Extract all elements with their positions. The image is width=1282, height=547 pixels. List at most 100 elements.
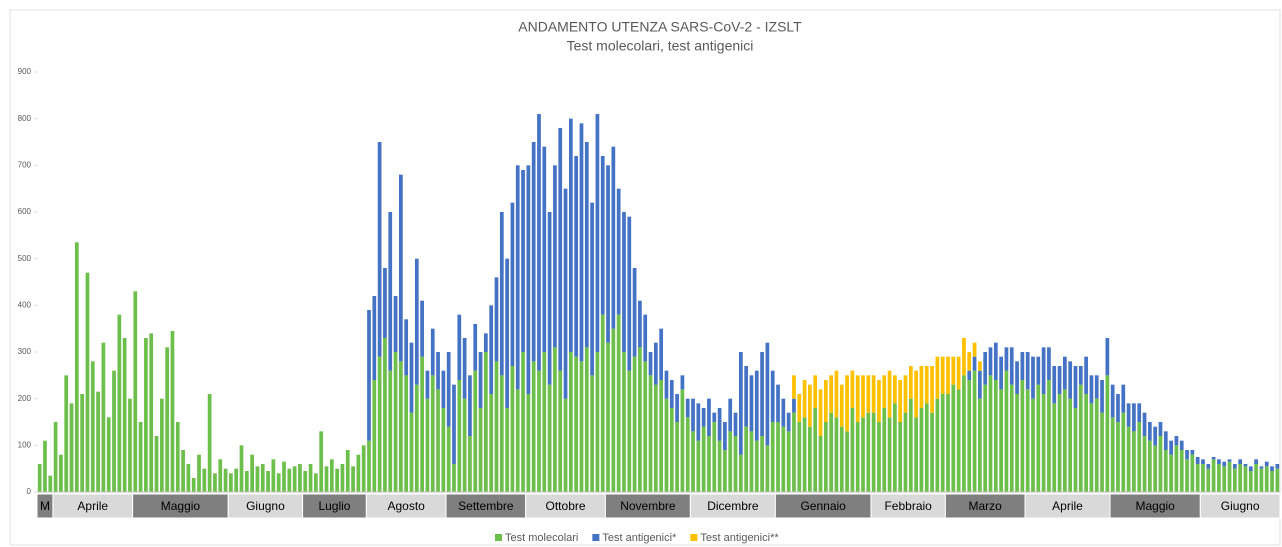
bar-segment bbox=[1089, 403, 1094, 492]
bar-segment bbox=[765, 445, 770, 492]
bar-segment bbox=[574, 356, 579, 492]
bar-segment bbox=[345, 450, 350, 492]
bar-segment bbox=[1243, 464, 1248, 467]
bar-segment bbox=[468, 375, 472, 436]
bar-segment bbox=[850, 370, 855, 408]
bar-segment bbox=[951, 384, 956, 492]
bar-segment bbox=[659, 328, 664, 380]
bar-segment bbox=[940, 356, 945, 394]
bar-segment bbox=[962, 338, 966, 376]
bar-segment bbox=[797, 422, 802, 492]
bar-segment bbox=[813, 408, 818, 492]
bar-segment bbox=[553, 347, 557, 492]
bar-segment bbox=[1036, 356, 1041, 385]
bar-segment bbox=[871, 412, 876, 492]
bar-segment bbox=[956, 356, 961, 390]
bar-segment bbox=[393, 352, 398, 492]
bar-segment bbox=[425, 370, 430, 399]
bar-segment bbox=[1259, 468, 1264, 492]
bar-segment bbox=[792, 412, 796, 492]
bar-segment bbox=[271, 459, 276, 492]
bar-segment bbox=[924, 403, 929, 492]
bar-segment bbox=[213, 473, 217, 492]
bar-segment bbox=[531, 361, 536, 492]
bar-segment bbox=[489, 394, 494, 492]
bar-segment bbox=[260, 464, 265, 492]
bar-segment bbox=[1078, 384, 1083, 492]
bar-segment bbox=[946, 394, 950, 492]
bar-segment bbox=[452, 464, 456, 492]
bar-segment bbox=[834, 417, 839, 492]
bar-segment bbox=[839, 384, 844, 427]
bar-segment bbox=[1073, 408, 1078, 492]
bar-segment bbox=[1190, 454, 1195, 492]
bar-segment bbox=[866, 375, 871, 413]
bar-segment bbox=[664, 370, 669, 399]
bar-segment bbox=[1147, 440, 1152, 492]
bar-segment bbox=[356, 454, 361, 492]
bar-segment bbox=[298, 464, 302, 492]
bar-segment bbox=[314, 473, 318, 492]
bar-segment bbox=[1195, 464, 1200, 492]
bar-segment bbox=[877, 380, 881, 422]
bar-segment bbox=[1222, 461, 1227, 467]
bar-segment bbox=[1068, 361, 1073, 399]
bar-segment bbox=[1009, 384, 1014, 492]
bar-segment bbox=[122, 338, 127, 492]
bar-segment bbox=[877, 422, 881, 492]
bar-segment bbox=[414, 258, 419, 385]
bar-segment bbox=[1238, 459, 1243, 464]
bar-segment bbox=[712, 412, 717, 422]
bar-segment bbox=[797, 394, 802, 422]
bar-segment bbox=[616, 314, 621, 492]
bar-segment bbox=[367, 440, 371, 492]
bar-segment bbox=[218, 459, 223, 492]
bar-segment bbox=[1264, 461, 1269, 467]
bar-segment bbox=[372, 380, 377, 492]
x-tick-label: Gennaio bbox=[800, 499, 846, 513]
bar-segment bbox=[568, 118, 573, 353]
bar-segment bbox=[1227, 461, 1232, 492]
bar-segment bbox=[691, 398, 695, 432]
y-tick-label: 900 bbox=[18, 67, 32, 76]
bar-segment bbox=[717, 440, 722, 492]
chart-subtitle: Test molecolari, test antigenici bbox=[567, 38, 754, 54]
bar-segment bbox=[197, 454, 201, 492]
bar-segment bbox=[967, 370, 972, 380]
bar-segment bbox=[1232, 468, 1237, 492]
bar-segment bbox=[446, 352, 451, 427]
bar-segment bbox=[584, 142, 589, 348]
bar-segment bbox=[1100, 380, 1104, 413]
bar-segment bbox=[292, 466, 297, 492]
bar-segment bbox=[845, 431, 849, 492]
bar-segment bbox=[1243, 466, 1248, 492]
month-band bbox=[1109, 493, 1201, 519]
bar-segment bbox=[191, 478, 196, 492]
bar-segment bbox=[855, 375, 860, 422]
bar-segment bbox=[1094, 375, 1099, 399]
x-tick-label: Giugno bbox=[246, 499, 285, 513]
bar-segment bbox=[1105, 375, 1110, 492]
bar-segment bbox=[1206, 468, 1211, 492]
bar-segment bbox=[43, 440, 47, 492]
bar-segment bbox=[632, 268, 637, 357]
bar-segment bbox=[420, 356, 424, 492]
bar-segment bbox=[1047, 347, 1051, 380]
bar-segment bbox=[972, 356, 977, 371]
bar-segment bbox=[935, 398, 940, 492]
month-band bbox=[774, 493, 872, 519]
bar-segment bbox=[494, 361, 499, 492]
bar-segment bbox=[1254, 464, 1258, 492]
bar-segment bbox=[733, 412, 738, 436]
bar-segment bbox=[983, 352, 988, 385]
y-tick-label: 100 bbox=[18, 440, 32, 449]
bar-segment bbox=[754, 440, 759, 492]
bar-segment bbox=[1126, 426, 1131, 492]
bar-segment bbox=[707, 436, 711, 492]
bar-segment bbox=[1158, 422, 1163, 436]
bar-segment bbox=[1084, 356, 1088, 394]
bar-segment bbox=[946, 356, 950, 394]
bar-segment bbox=[1264, 466, 1269, 492]
y-tick-label: 800 bbox=[18, 114, 32, 123]
